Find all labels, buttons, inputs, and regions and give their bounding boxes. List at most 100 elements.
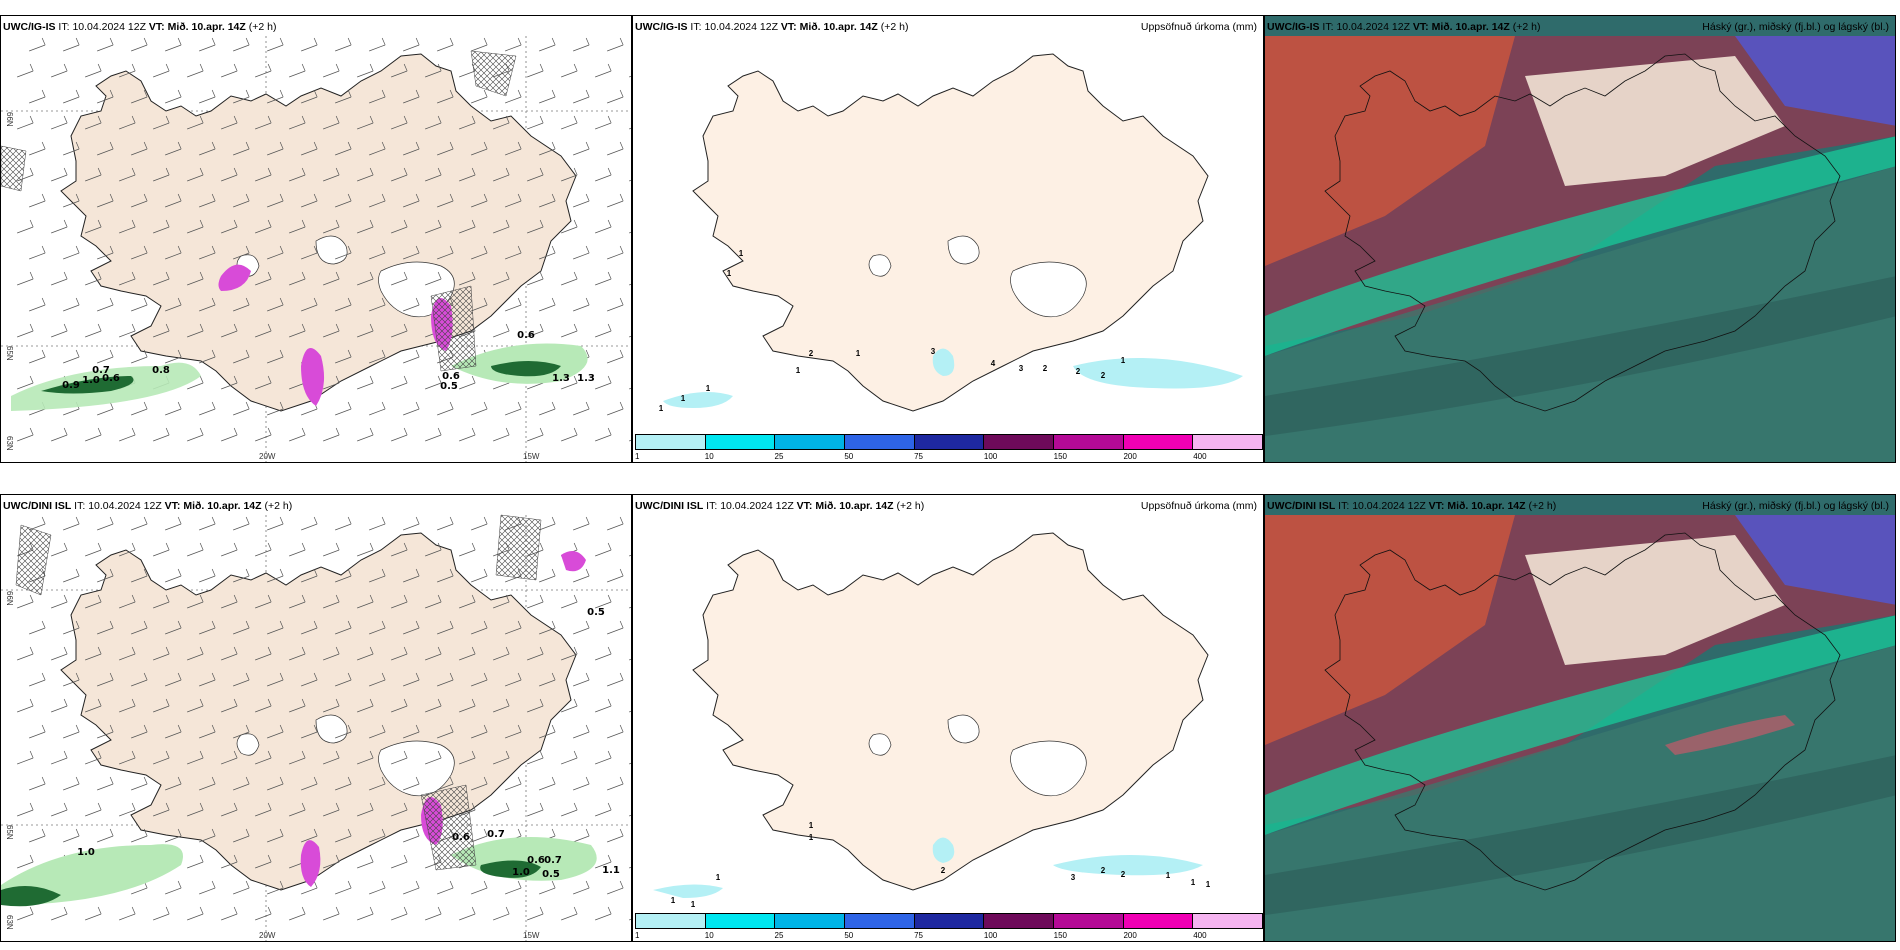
wind-barb [471,89,488,104]
wind-barb [29,620,46,635]
wind-barb [17,698,34,713]
wind-barb [335,516,352,531]
wind-barb [119,115,136,130]
wind-barb [403,349,420,364]
glacier-outline [947,714,980,744]
wind-barb [153,646,170,661]
wind-barb [301,193,318,208]
wind-barb [233,620,250,635]
wind-barb [357,219,374,234]
wind-barb [255,750,272,765]
wind-barb [119,646,136,661]
glacier-outline [236,733,260,756]
wind-barb [29,724,46,739]
wind-barb [119,167,136,182]
lon-tick-label: 15W [523,931,540,940]
wind-barb [493,906,510,921]
wind-barb [199,37,216,52]
wind-barb [63,620,80,635]
precip-value-label: 1 [1166,871,1171,880]
land-visible [1525,535,1785,665]
iceland-coastline [1324,53,1841,412]
wind-barb [131,141,148,156]
wind-barb [131,89,148,104]
wind-barb [51,115,68,130]
lon-tick-label: 15W [523,452,540,461]
bot-precip-legend [635,913,1263,929]
wind-barb [369,297,386,312]
wind-barb [233,776,250,791]
wind-barb [131,724,148,739]
precip-value-label: 2 [1101,371,1106,380]
wind-barb [323,427,340,442]
wind-barb [51,646,68,661]
wind-barb [437,516,454,531]
bot-precip-title: UWC/DINI ISL IT: 10.04.2024 12Z VT: Mið.… [635,500,925,512]
legend-swatch [775,914,846,928]
precip-type-hatch [1,145,27,192]
wind-barb [199,245,216,260]
wind-barb [403,620,420,635]
wind-barb [221,63,238,78]
wind-barb [403,89,420,104]
wind-barb [357,167,374,182]
wind-barb [459,646,476,661]
precip-value-label: 1 [796,366,801,375]
low-cloud-band [1265,615,1895,835]
wind-barb [85,63,102,78]
wind-barb [335,828,352,843]
legend-label: 10 [704,931,714,940]
bot-precip-field: Uppsöfnuð úrkoma (mm) [1140,500,1257,512]
wind-barb [289,323,306,338]
precip-value-label: 4 [991,359,996,368]
wind-barb [369,193,386,208]
wind-barb [289,750,306,765]
wind-barb [119,323,136,338]
wind-barb [527,427,544,442]
wind-barb [17,63,34,78]
wind-barb [97,620,114,635]
top-precip-field: Uppsöfnuð úrkoma (mm) [1140,21,1257,33]
wind-barb [425,646,442,661]
wind-barb [255,854,272,869]
low-cloud-area [1735,36,1895,126]
wind-barb [323,271,340,286]
wind-barb [323,750,340,765]
wind-barb [51,750,68,765]
wind-barb [425,219,442,234]
wind-barb [63,37,80,52]
legend-swatch [1054,435,1124,449]
wind-barb [301,776,318,791]
precip-value-label: 0.7 [487,829,505,840]
wind-barb [165,245,182,260]
bot-wind-title: UWC/DINI ISL IT: 10.04.2024 12Z VT: Mið.… [3,500,293,512]
wind-barb [573,516,590,531]
wind-barb [369,672,386,687]
precip-value-label: 0.9 [62,380,80,391]
wind-barb [335,880,352,895]
bot-wind-panel: 0.5 0.6 0.7 0.6 0.7 1.0 0.5 1.0 1.1 20W 15W 66N 65N 6… [0,494,632,942]
wind-barb [63,349,80,364]
wind-barb [267,297,284,312]
wind-barb [391,542,408,557]
precip-value-label: 1 [691,900,696,909]
wind-barb [437,37,454,52]
precip-cell-magenta [301,348,325,406]
wind-barb [221,542,238,557]
wind-barb [573,193,590,208]
precip-type-hatch [470,50,517,97]
wind-barb [357,594,374,609]
wind-barb [471,401,488,416]
wind-barb [153,271,170,286]
wind-barb [335,672,352,687]
legend-label: 50 [844,931,854,940]
wind-barb [459,427,476,442]
wind-barb [437,193,454,208]
wind-barb [561,906,578,921]
wind-barb [357,375,374,390]
wind-barb [527,167,544,182]
wind-barb [323,167,340,182]
wind-barb [233,672,250,687]
precip-value-label: 1 [739,249,744,258]
